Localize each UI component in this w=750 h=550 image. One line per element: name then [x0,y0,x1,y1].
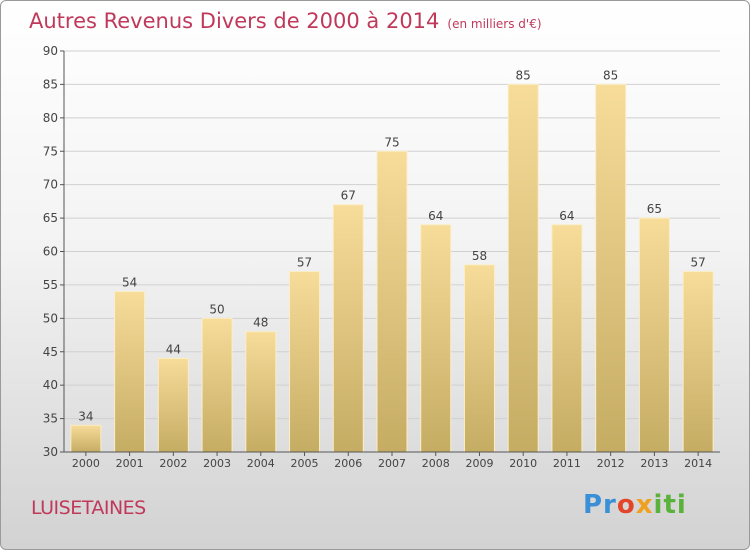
y-tick-label: 70 [43,178,58,192]
y-tick-label: 40 [43,378,58,392]
bar [114,291,146,453]
x-tick-label: 2000 [72,457,100,470]
y-tick-label: 30 [43,445,58,459]
y-tick-label: 50 [43,311,58,325]
data-label: 57 [297,256,312,270]
data-label: 48 [253,316,268,330]
data-label: 54 [122,276,137,290]
data-label: 44 [166,342,181,356]
x-tick-label: 2008 [422,457,450,470]
y-tick-label: 80 [43,111,58,125]
data-label: 34 [78,409,93,423]
logo-part: iti [653,490,687,520]
x-tick-label: 2003 [203,457,231,470]
data-label: 85 [516,68,531,82]
logo-part: o [616,490,636,520]
bar [70,424,102,453]
x-tick-label: 2006 [334,457,362,470]
x-tick-label: 2004 [247,457,275,470]
commune-name: LUISETAINES [31,497,146,519]
bar [595,83,627,453]
bar [332,204,364,453]
chart-title: Autres Revenus Divers de 2000 à 2014 (en … [29,9,542,33]
y-tick-label: 55 [43,278,58,292]
y-tick-label: 65 [43,211,58,225]
y-tick-label: 60 [43,245,58,259]
data-label: 85 [603,68,618,82]
bar [245,331,277,453]
bars [70,83,714,453]
data-label: 64 [428,209,443,223]
labels: 30 35 40 45 50 55 60 65 70 75 80 85 90 34 2000 54 2001 44… [43,44,712,470]
bar [201,317,233,453]
x-tick-label: 2005 [291,457,319,470]
data-label: 58 [472,249,487,263]
y-tick-label: 75 [43,144,58,158]
bar [638,217,670,453]
x-tick-label: 2009 [465,457,493,470]
x-tick-label: 2001 [116,457,144,470]
x-tick-label: 2010 [509,457,537,470]
x-tick-label: 2012 [597,457,625,470]
data-label: 57 [690,256,705,270]
bar [376,150,408,453]
logo-part: x [635,490,654,520]
chart-title-main: Autres Revenus Divers de 2000 à 2014 [29,9,440,33]
y-tick-label: 45 [43,345,58,359]
bar [420,224,452,453]
data-label: 50 [209,302,224,316]
y-tick-label: 90 [43,44,58,58]
data-label: 64 [559,209,574,223]
x-tick-label: 2002 [159,457,187,470]
y-tick-label: 85 [43,77,58,91]
axes [60,50,720,456]
bar [463,264,495,453]
y-tick-label: 35 [43,412,58,426]
bar [551,224,583,453]
bar [682,271,714,453]
data-label: 75 [384,135,399,149]
logo-part: Pr [583,490,617,520]
data-label: 65 [647,202,662,216]
x-tick-label: 2007 [378,457,406,470]
chart-title-unit: (en milliers d'€) [447,17,542,31]
bar [157,357,189,453]
x-tick-label: 2011 [553,457,581,470]
data-label: 67 [341,189,356,203]
bar [289,271,321,453]
x-tick-label: 2013 [640,457,668,470]
bar [507,83,539,453]
proxiti-logo: Proxiti [583,490,687,520]
x-tick-label: 2014 [684,457,712,470]
